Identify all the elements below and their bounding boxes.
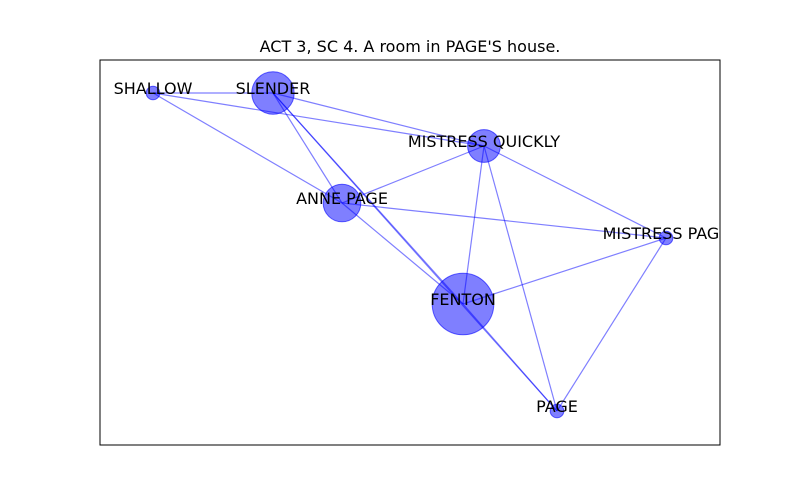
node-label-slender: SLENDER xyxy=(236,79,311,98)
edge-shallow-mistress-quickly xyxy=(152,92,485,147)
node-mistress-quickly xyxy=(467,129,501,163)
node-label-anne-page: ANNE PAGE xyxy=(296,189,388,208)
node-fenton xyxy=(431,272,495,336)
node-label-page: PAGE xyxy=(536,397,578,416)
nodes-layer xyxy=(145,71,674,419)
edge-mistress-page-fenton xyxy=(462,237,667,305)
node-label-fenton: FENTON xyxy=(430,290,496,309)
edge-mistress-page-page xyxy=(556,237,667,412)
node-mistress-page xyxy=(658,230,674,246)
node-slender xyxy=(251,71,295,115)
node-page xyxy=(549,403,565,419)
node-label-mistress-quickly: MISTRESS QUICKLY xyxy=(408,132,561,151)
plot-frame xyxy=(99,59,721,446)
edge-mistress-quickly-anne-page xyxy=(341,145,485,204)
plot-area: SHALLOW SLENDER MISTRESS QUICKLY ANNE PAGE M… xyxy=(114,71,730,419)
labels-layer: SHALLOW SLENDER MISTRESS QUICKLY ANNE PAGE M… xyxy=(114,79,730,416)
node-label-shallow: SHALLOW xyxy=(114,79,193,98)
node-shallow xyxy=(145,85,161,101)
edge-mistress-quickly-mistress-page xyxy=(483,145,667,239)
diagram-title: ACT 3, SC 4. A room in PAGE'S house. xyxy=(260,37,561,56)
node-label-mistress-page: MISTRESS PAGE xyxy=(603,224,730,243)
edge-mistress-quickly-page xyxy=(483,145,558,412)
edge-anne-page-mistress-page xyxy=(341,202,667,239)
edge-shallow-anne-page xyxy=(152,92,343,204)
node-anne-page xyxy=(322,183,362,223)
edge-slender-mistress-quickly xyxy=(272,92,485,147)
